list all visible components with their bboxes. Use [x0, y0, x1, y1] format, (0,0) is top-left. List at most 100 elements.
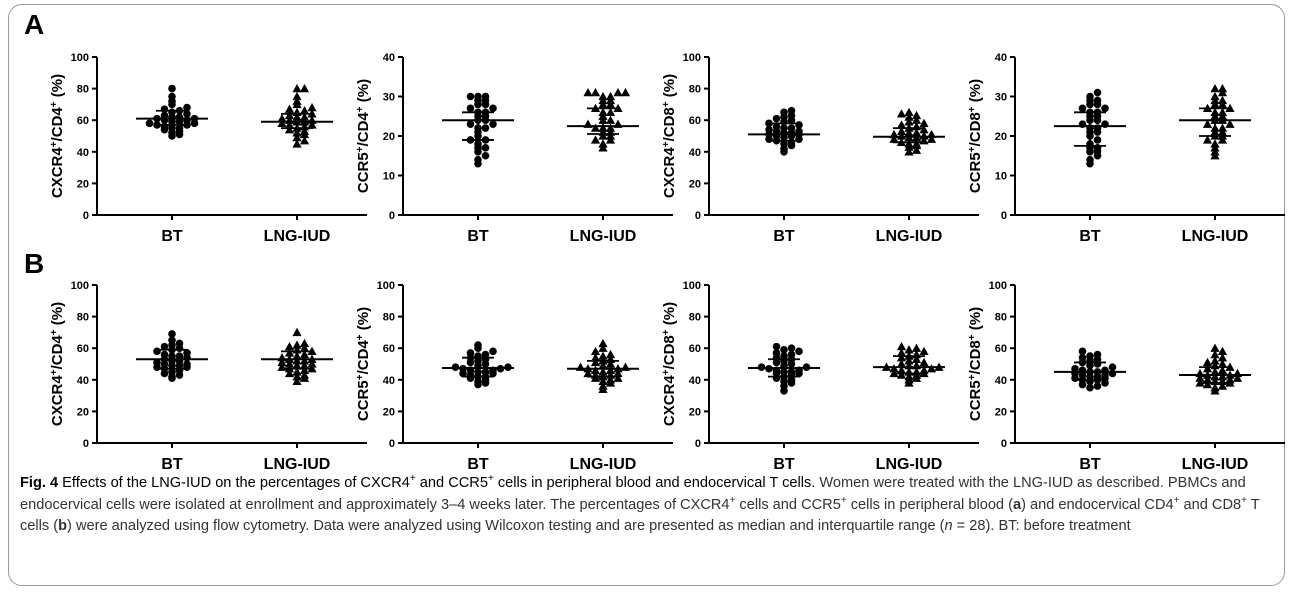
data-point	[896, 353, 907, 362]
y-tick-label: 40	[995, 52, 1007, 64]
data-point	[904, 372, 914, 381]
y-tick-label: 100	[71, 52, 89, 64]
data-point	[1217, 123, 1228, 132]
y-tick-label: 0	[1001, 210, 1007, 222]
series-lng-iud	[567, 87, 639, 152]
data-point	[772, 349, 781, 357]
data-point	[299, 338, 310, 348]
chart-panel-b-3: 0 20 40 60 80 100 BT LNG-IUD CXCR4+/CD8+ (%)	[661, 280, 979, 473]
data-point	[772, 342, 781, 351]
data-point	[598, 381, 608, 390]
y-tick-label: 20	[689, 406, 701, 418]
x-category-label: BT	[161, 228, 183, 245]
data-point	[168, 368, 176, 376]
caption-segment: T cells (	[20, 496, 1260, 535]
data-point	[299, 365, 310, 374]
caption-segment: +	[1173, 494, 1180, 506]
data-point	[919, 118, 929, 128]
y-tick-label: 0	[695, 210, 701, 222]
data-point	[795, 127, 803, 136]
data-point	[481, 151, 490, 160]
data-point	[605, 91, 616, 101]
data-point	[1217, 359, 1228, 368]
y-axis-label: CCR5+/CD4+ (%)	[355, 79, 373, 193]
data-point	[919, 346, 929, 356]
y-tick-label: 40	[383, 375, 395, 387]
data-point	[605, 365, 616, 374]
data-point	[160, 111, 169, 120]
chart-panel-a-1: 0 20 40 60 80 100 BT LNG-IUD CXCR4+/CD4+ (%)	[49, 52, 367, 245]
data-point	[780, 345, 788, 354]
data-point	[911, 145, 922, 154]
data-point	[284, 110, 295, 120]
y-tick-label: 80	[995, 312, 1007, 324]
y-axis-label: CCR5+/CD4+ (%)	[355, 307, 373, 421]
data-point	[598, 343, 608, 352]
data-point	[787, 350, 796, 359]
panel-letter-a: A	[24, 9, 44, 40]
y-tick-label: 60	[77, 115, 89, 127]
data-point	[780, 352, 788, 360]
data-point	[787, 124, 796, 132]
x-category-label: LNG-IUD	[264, 456, 331, 473]
data-point	[1217, 365, 1228, 374]
data-point	[613, 373, 623, 382]
y-tick-label: 20	[77, 406, 89, 418]
data-point	[168, 124, 176, 132]
data-point	[926, 364, 937, 373]
caption-segment: Women were treated with the LNG-IUD as d…	[20, 475, 1246, 513]
data-point	[1202, 379, 1213, 389]
data-point	[598, 376, 608, 386]
data-point	[168, 336, 176, 345]
data-point	[489, 120, 497, 128]
data-point	[1210, 139, 1220, 148]
data-point	[613, 368, 623, 378]
data-point	[1195, 373, 1205, 382]
y-axis-label: CXCR4+/CD8+ (%)	[661, 302, 679, 426]
data-point	[904, 117, 914, 126]
data-point	[277, 114, 287, 123]
data-point	[896, 342, 907, 351]
data-point	[1217, 84, 1228, 93]
data-point	[1217, 95, 1228, 105]
data-point	[605, 123, 616, 132]
series-bt	[748, 342, 820, 395]
data-point	[590, 87, 601, 97]
data-point	[780, 108, 788, 117]
data-point	[183, 349, 191, 357]
data-point	[605, 375, 616, 384]
caption-segment: a	[1012, 496, 1022, 513]
data-point	[168, 330, 176, 338]
series-lng-iud	[1179, 84, 1251, 160]
data-point	[605, 107, 616, 116]
data-point	[911, 139, 922, 148]
y-tick-label: 80	[689, 312, 701, 324]
data-point	[292, 139, 302, 148]
y-tick-label: 60	[689, 343, 701, 355]
data-point	[904, 147, 914, 156]
data-point	[598, 91, 608, 101]
series-lng-iud	[873, 342, 945, 387]
data-point	[1225, 119, 1235, 128]
y-tick-label: 20	[383, 406, 395, 418]
data-point	[1086, 383, 1094, 392]
data-point	[1078, 353, 1087, 362]
data-point	[620, 87, 631, 97]
data-point	[474, 341, 482, 349]
data-point	[765, 125, 773, 134]
figure-caption: Fig. 4 Effects of the LNG-IUD on the per…	[20, 473, 1278, 538]
data-point	[292, 376, 302, 386]
data-point	[772, 122, 781, 131]
series-lng-iud	[261, 327, 333, 386]
y-tick-label: 40	[689, 147, 701, 159]
caption-segment: cells in peripheral blood (	[846, 496, 1013, 513]
data-point	[160, 342, 169, 351]
data-point	[292, 132, 302, 142]
chart-panel-b-2: 0 20 40 60 80 100 BT LNG-IUD CCR5+/CD4+ (%)	[355, 280, 673, 473]
data-point	[1101, 104, 1109, 113]
data-point	[787, 344, 796, 353]
caption-title: Effects of the LNG-IUD on the percentage…	[62, 474, 815, 491]
data-point	[1217, 353, 1228, 362]
data-point	[1071, 364, 1079, 373]
